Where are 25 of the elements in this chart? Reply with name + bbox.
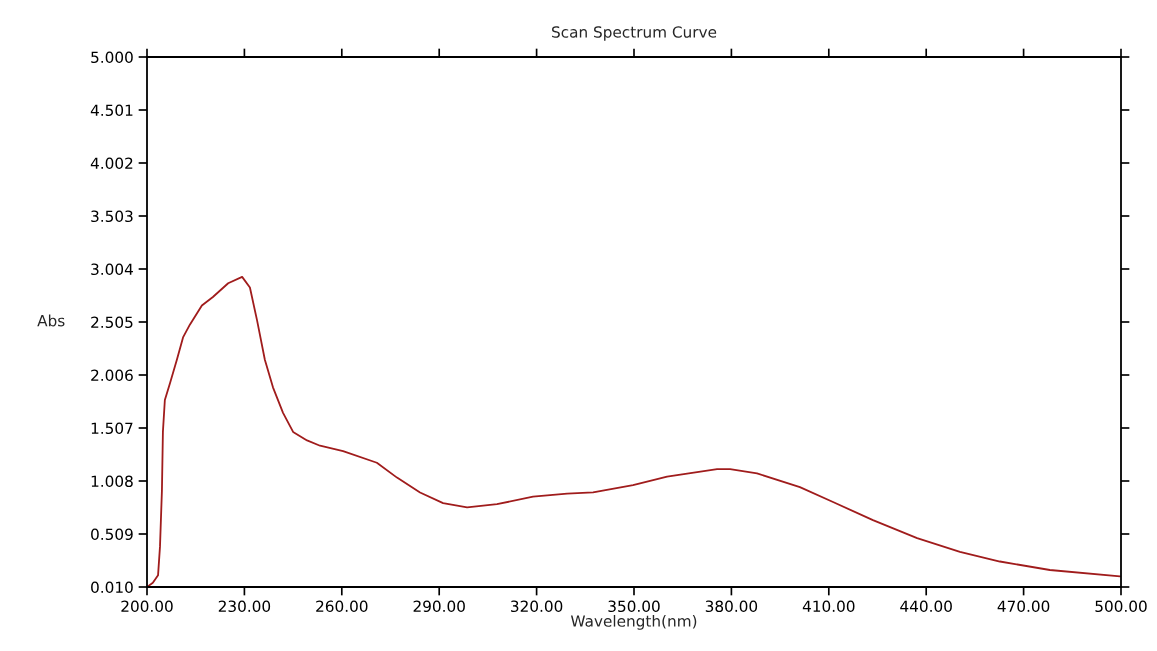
y-tick-label: 2.505: [91, 316, 133, 329]
y-axis-title: Abs: [37, 314, 65, 327]
x-tick-label: 380.00: [705, 600, 758, 613]
x-axis-title: Wavelength(nm): [570, 614, 697, 630]
x-tick-label: 350.00: [608, 600, 660, 613]
x-tick-label: 260.00: [316, 600, 368, 613]
y-tick-label: 1.507: [91, 422, 133, 435]
y-tick-label: 0.509: [91, 528, 133, 541]
y-tick-label: 5.000: [91, 51, 133, 64]
x-tick-label: 500.00: [1095, 600, 1147, 613]
y-tick-label: 3.503: [91, 210, 133, 223]
chart-title: Scan Spectrum Curve: [552, 26, 717, 41]
y-tick-label: 3.004: [91, 263, 133, 276]
x-tick-label: 290.00: [413, 600, 465, 613]
y-tick-label: 4.501: [90, 104, 133, 117]
x-tick-label: 230.00: [218, 600, 271, 613]
x-tick-label: 320.00: [511, 600, 563, 613]
y-tick-label: 1.008: [91, 475, 133, 488]
x-tick-label: 410.00: [802, 600, 855, 613]
y-tick-label: 4.002: [90, 157, 133, 170]
x-tick-label: 200.00: [121, 600, 173, 613]
y-tick-label: 0.010: [91, 581, 133, 594]
y-tick-label: 2.006: [91, 369, 133, 382]
x-tick-label: 470.00: [997, 600, 1050, 613]
x-tick-label: 440.00: [900, 600, 952, 613]
